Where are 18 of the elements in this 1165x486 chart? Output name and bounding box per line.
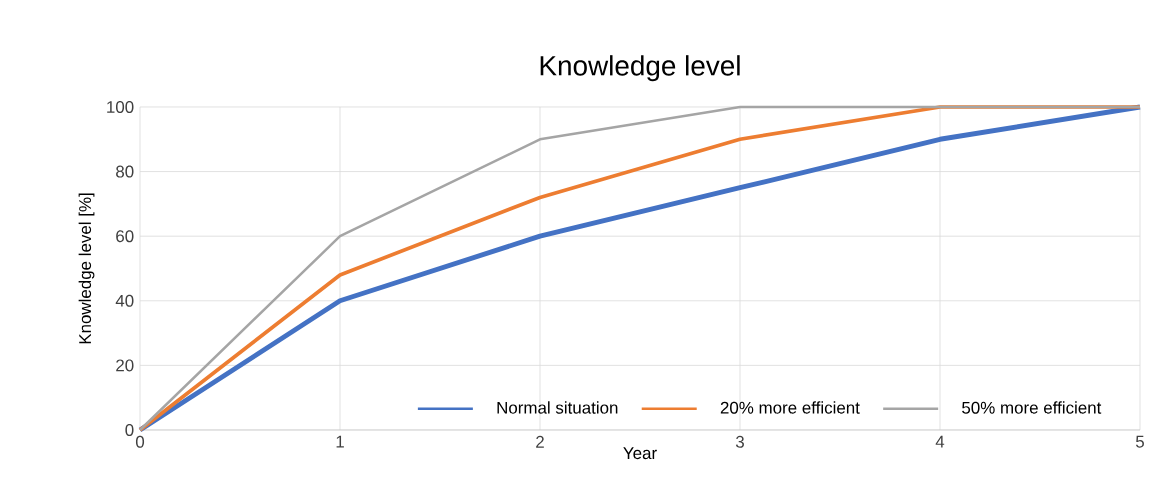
- x-tick-label: 2: [536, 435, 544, 448]
- y-tick-label: 100: [107, 100, 134, 113]
- x-tick-label: 1: [336, 435, 344, 448]
- y-axis-title: Knowledge level [%]: [78, 193, 95, 344]
- chart-title: Knowledge level: [540, 55, 740, 82]
- y-tick-label: 20: [116, 359, 134, 372]
- x-tick-label: 3: [735, 435, 744, 448]
- legend-label: 50% more efficient: [962, 401, 1102, 414]
- x-tick-label: 5: [1135, 435, 1144, 448]
- legend-label: Normal situation: [497, 401, 618, 414]
- y-tick-label: 0: [125, 423, 134, 436]
- legend-label: 20% more efficient: [720, 401, 860, 414]
- x-tick-label: 0: [135, 435, 145, 448]
- x-axis-title: Year: [623, 447, 657, 460]
- y-tick-label: 60: [116, 230, 134, 243]
- x-tick-label: 4: [935, 435, 945, 448]
- y-tick-label: 40: [115, 294, 134, 307]
- y-tick-label: 80: [116, 165, 134, 178]
